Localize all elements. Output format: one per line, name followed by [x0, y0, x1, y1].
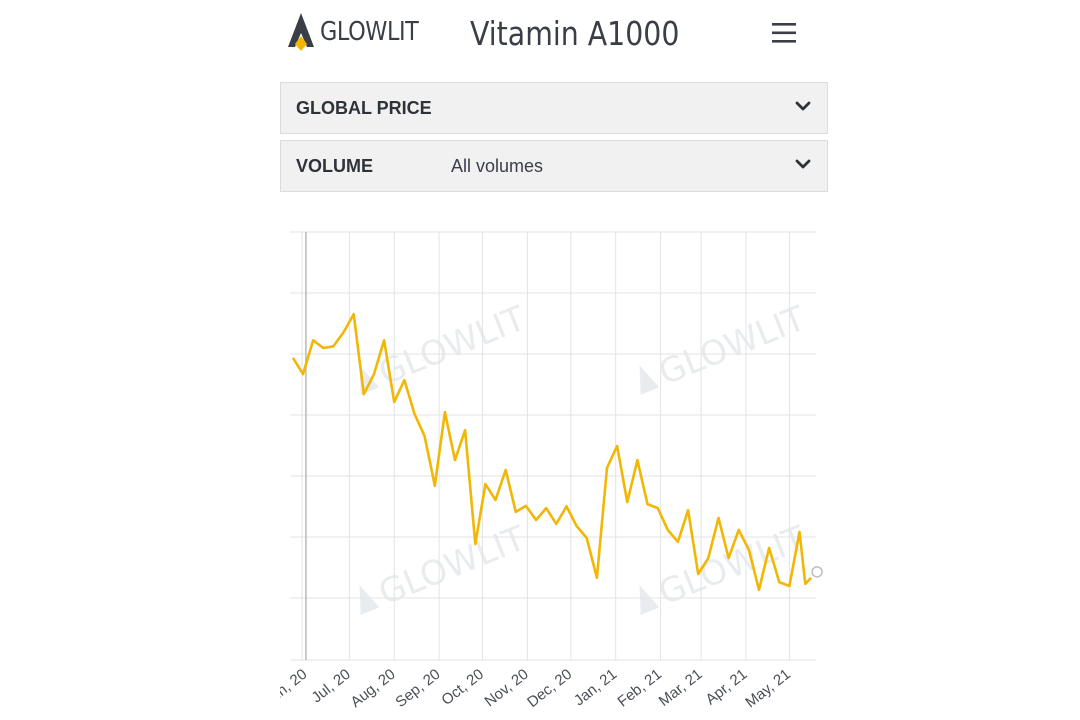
watermark-text: GLOWLIT: [373, 519, 531, 614]
price-chart-svg: GLOWLIT GLOWLIT GLOWLIT GLOWLIT Jun, 20Jul,…: [280, 231, 823, 712]
volume-label: VOLUME: [296, 156, 374, 176]
watermark: GLOWLIT: [639, 519, 811, 615]
watermark-layer: GLOWLIT GLOWLIT GLOWLIT GLOWLIT: [359, 299, 811, 615]
volume-value: All volumes: [451, 156, 544, 176]
x-tick-label: Dec, 20: [524, 666, 575, 711]
app-header: GLOWLIT Vitamin A1000: [280, 0, 828, 70]
watermark-text: GLOWLIT: [653, 299, 811, 394]
chart-grid: [290, 231, 816, 661]
x-tick-label: Apr, 21: [702, 666, 750, 709]
x-tick-label: Mar, 21: [656, 666, 706, 710]
volume-dropdown[interactable]: VOLUME All volumes: [280, 140, 828, 192]
watermark-logo-icon: [359, 585, 380, 615]
global-price-label: GLOBAL PRICE: [296, 98, 432, 118]
series-line: [291, 312, 813, 592]
x-tick-label: Aug, 20: [347, 666, 398, 711]
chevron-down-icon: [795, 159, 811, 169]
x-tick-label: Jun, 20: [280, 666, 310, 710]
x-tick-label: Oct, 20: [438, 666, 487, 709]
global-price-dropdown[interactable]: GLOBAL PRICE: [280, 82, 828, 134]
chevron-down-icon: [795, 101, 811, 111]
page-title: Vitamin A1000: [470, 14, 680, 53]
watermark-text: GLOWLIT: [653, 519, 811, 614]
watermark-logo-icon: [359, 365, 380, 395]
series-end-marker: [811, 566, 823, 578]
watermark: GLOWLIT: [359, 299, 531, 395]
price-chart: GLOWLIT GLOWLIT GLOWLIT GLOWLIT Jun, 20 Jul,…: [280, 222, 828, 720]
x-tick-label: May, 21: [742, 666, 794, 712]
watermark: GLOWLIT: [639, 299, 811, 395]
glowlit-logo[interactable]: GLOWLIT: [288, 12, 434, 52]
watermark-logo-icon: [639, 365, 660, 395]
watermark: GLOWLIT: [359, 519, 531, 615]
x-tick-label: Jul, 20: [309, 666, 354, 707]
watermark-logo-icon: [639, 585, 660, 615]
glowlit-logo-icon: [288, 13, 314, 51]
x-tick-label: Nov, 20: [482, 666, 532, 711]
series-layer: [291, 312, 823, 592]
hamburger-menu-icon[interactable]: [772, 22, 796, 44]
logo-text: GLOWLIT: [320, 17, 419, 47]
x-tick-label: Jan, 21: [571, 666, 620, 710]
x-tick-label: Sep, 20: [392, 666, 443, 711]
x-tick-label: Feb, 21: [614, 666, 665, 711]
watermark-text: GLOWLIT: [373, 299, 531, 394]
